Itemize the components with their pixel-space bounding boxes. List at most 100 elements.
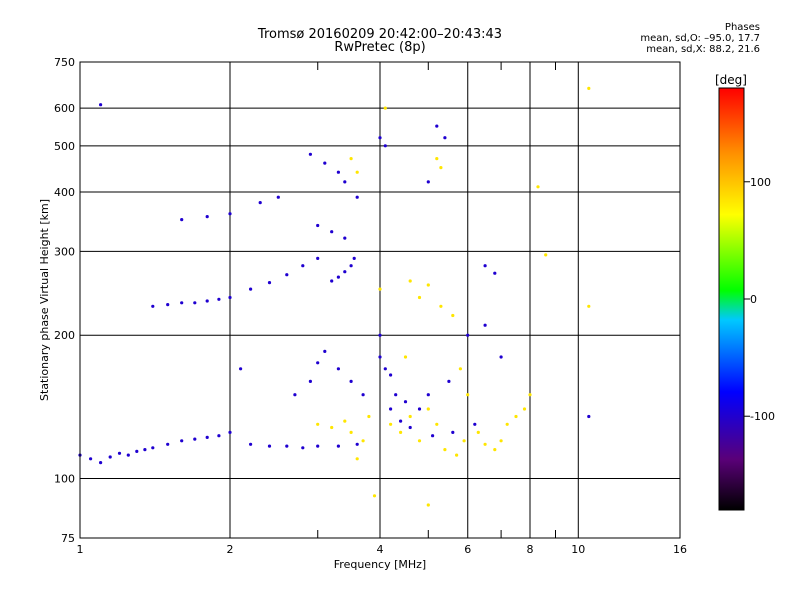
x-axis-ticks: 1 2 4 6 8 10 16 xyxy=(77,62,687,556)
data-point-x xyxy=(435,422,439,426)
data-point-o xyxy=(228,295,232,300)
data-point-o xyxy=(352,256,356,260)
x-tick-label: 2 xyxy=(227,543,234,556)
data-point-x xyxy=(483,442,487,446)
data-point-x xyxy=(439,166,443,170)
data-point-o xyxy=(417,407,422,411)
data-point-o xyxy=(336,170,340,174)
y-axis-label: Stationary phase Virtual Height [km] xyxy=(38,199,51,401)
data-point-o xyxy=(443,136,447,140)
data-point-o xyxy=(267,281,272,285)
grid xyxy=(80,62,680,538)
y-axis-ticks: 75 100 200 300 400 500 600 750 xyxy=(54,56,75,545)
data-point-o xyxy=(151,446,155,450)
data-point-o xyxy=(378,355,382,359)
data-point-o xyxy=(308,152,312,156)
data-point-o xyxy=(258,201,262,205)
data-point-x xyxy=(408,279,412,283)
data-point-o xyxy=(343,180,347,184)
data-point-o xyxy=(493,271,497,275)
data-point-x xyxy=(408,414,412,419)
data-point-o xyxy=(343,270,347,274)
data-point-o xyxy=(343,236,347,240)
data-point-o xyxy=(426,393,430,397)
data-point-o xyxy=(349,379,353,383)
data-point-o xyxy=(447,379,451,383)
colorbar-label: [deg] xyxy=(715,73,747,87)
data-point-o xyxy=(451,430,455,434)
data-point-o xyxy=(180,218,184,222)
x-tick-label: 6 xyxy=(464,543,471,556)
data-point-x xyxy=(349,157,353,161)
y-tick-label: 500 xyxy=(54,140,75,153)
phase-statistics: Phases mean, sd,O: –95.0, 17.7 mean, sd,… xyxy=(640,22,760,55)
data-point-o xyxy=(217,434,221,438)
data-points xyxy=(78,86,591,507)
data-point-o xyxy=(316,444,320,448)
data-point-x xyxy=(514,414,518,419)
data-point-x xyxy=(587,304,591,308)
data-point-x xyxy=(451,313,455,318)
data-point-o xyxy=(316,256,320,260)
y-tick-label: 200 xyxy=(54,329,75,342)
data-point-x xyxy=(378,287,382,291)
data-point-x xyxy=(426,503,430,507)
data-point-o xyxy=(473,422,477,426)
x-axis-label: Frequency [MHz] xyxy=(334,558,426,571)
plot-frame xyxy=(79,61,681,539)
data-point-x xyxy=(499,439,503,443)
data-point-o xyxy=(301,264,305,268)
data-point-o xyxy=(499,355,503,359)
data-point-o xyxy=(89,457,93,461)
data-point-o xyxy=(483,264,487,268)
data-point-o xyxy=(117,451,122,455)
y-tick-label: 750 xyxy=(54,56,75,69)
data-point-o xyxy=(349,264,353,268)
y-tick-label: 400 xyxy=(54,186,75,199)
data-point-o xyxy=(228,430,232,434)
data-point-x xyxy=(417,295,422,300)
y-tick-label: 100 xyxy=(54,473,75,486)
data-point-x xyxy=(389,422,393,426)
data-point-o xyxy=(383,144,387,148)
data-point-o xyxy=(330,279,334,283)
data-point-x xyxy=(383,106,387,110)
data-point-o xyxy=(403,400,408,404)
data-point-x xyxy=(455,453,459,457)
data-point-o xyxy=(205,299,209,303)
data-point-o xyxy=(166,442,170,446)
data-point-o xyxy=(239,367,243,371)
x-tick-label: 16 xyxy=(673,543,687,556)
data-point-o xyxy=(389,407,393,411)
data-point-x xyxy=(435,157,439,161)
data-point-o xyxy=(336,275,340,279)
data-point-o xyxy=(394,393,398,397)
colorbar-ticks: 100 0 -100 xyxy=(744,176,775,423)
data-point-x xyxy=(476,430,480,434)
data-point-x xyxy=(493,448,497,452)
stats-o-line: mean, sd,O: –95.0, 17.7 xyxy=(640,33,760,44)
data-point-x xyxy=(426,283,430,287)
data-point-x xyxy=(349,430,353,434)
data-point-o xyxy=(301,446,305,450)
data-point-x xyxy=(361,439,365,443)
data-point-o xyxy=(193,301,197,305)
data-point-o xyxy=(408,425,412,430)
chart-subtitle: RwPretec (8p) xyxy=(334,40,426,55)
data-point-x xyxy=(403,355,408,359)
data-point-x xyxy=(355,457,359,461)
data-point-o xyxy=(383,367,387,371)
data-point-o xyxy=(217,297,221,301)
data-point-o xyxy=(205,435,209,439)
data-point-o xyxy=(166,303,170,307)
data-point-o xyxy=(151,304,155,308)
data-point-x xyxy=(399,430,403,434)
data-point-o xyxy=(426,180,430,184)
stats-x-line: mean, sd,X: 88.2, 21.6 xyxy=(646,44,760,55)
data-point-o xyxy=(108,455,112,459)
data-point-o xyxy=(435,124,439,128)
x-tick-label: 10 xyxy=(571,543,585,556)
data-point-o xyxy=(361,393,365,397)
